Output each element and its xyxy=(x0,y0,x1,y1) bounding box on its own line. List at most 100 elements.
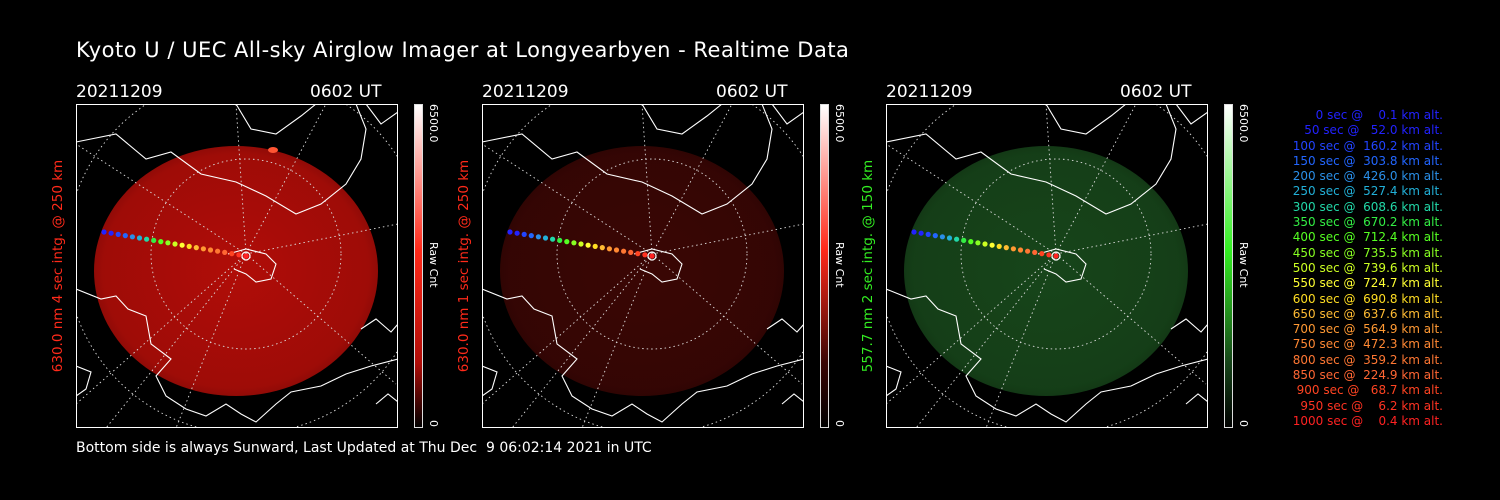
trajectory-point xyxy=(236,252,242,258)
panel-date: 20211209 xyxy=(482,82,569,102)
trajectory-point xyxy=(151,237,157,243)
trajectory-point xyxy=(179,242,185,248)
trajectory-point xyxy=(1046,252,1052,258)
trajectory-point xyxy=(925,231,931,237)
trajectory-point xyxy=(129,234,135,240)
legend-entry: 350 sec @ 670.2 km alt. xyxy=(1288,215,1443,230)
panel-time: 0602 UT xyxy=(1120,82,1192,102)
legend-entry: 950 sec @ 6.2 km alt. xyxy=(1296,398,1443,413)
legend-entry: 150 sec @ 303.8 km alt. xyxy=(1288,153,1443,168)
trajectory-point xyxy=(1032,249,1038,255)
panel-date: 20211209 xyxy=(76,82,163,102)
legend-entry: 250 sec @ 527.4 km alt. xyxy=(1288,184,1443,199)
legend-entry: 400 sec @ 712.4 km alt. xyxy=(1288,230,1443,245)
panel-wavelength-label: 630.0 nm 4 sec intg. @ 250 km xyxy=(50,159,66,373)
trajectory-track xyxy=(911,229,1059,259)
colorbar xyxy=(820,104,829,428)
trajectory-point xyxy=(193,245,199,251)
trajectory-point xyxy=(115,231,121,237)
coastlines xyxy=(482,104,804,423)
trajectory-point xyxy=(996,243,1002,249)
trajectory-legend: 0 sec @ 0.1 km alt. 50 sec @ 52.0 km alt… xyxy=(1262,108,1443,429)
trajectory-point xyxy=(592,243,598,249)
colorbar-min-label: 0 xyxy=(427,420,440,427)
trajectory-point xyxy=(528,233,534,239)
trajectory-point xyxy=(606,246,612,252)
legend-entry: 450 sec @ 735.5 km alt. xyxy=(1288,245,1443,260)
latlon-grid xyxy=(482,104,804,428)
trajectory-point xyxy=(229,251,235,257)
trajectory-point xyxy=(243,253,249,259)
legend-entry: 900 sec @ 68.7 km alt. xyxy=(1292,383,1443,398)
trajectory-point xyxy=(564,239,570,245)
airglow-image xyxy=(904,146,1188,396)
trajectory-point xyxy=(954,236,960,242)
legend-entry: 100 sec @ 160.2 km alt. xyxy=(1288,138,1443,153)
trajectory-point xyxy=(961,237,967,243)
legend-entry: 550 sec @ 724.7 km alt. xyxy=(1288,276,1443,291)
station-marker xyxy=(241,251,251,261)
trajectory-point xyxy=(642,252,648,258)
trajectory-point xyxy=(535,234,541,240)
legend-entry: 700 sec @ 564.9 km alt. xyxy=(1288,322,1443,337)
trajectory-point xyxy=(172,241,178,247)
trajectory-point xyxy=(507,229,513,235)
station-marker xyxy=(1051,251,1061,261)
trajectory-point xyxy=(635,251,641,257)
trajectory-point xyxy=(215,248,221,254)
allsky-map xyxy=(76,104,398,428)
colorbar-min-label: 0 xyxy=(1237,420,1250,427)
trajectory-point xyxy=(578,241,584,247)
allsky-map xyxy=(886,104,1208,428)
legend-entry: 0 sec @ 0.1 km alt. xyxy=(1304,108,1443,122)
trajectory-point xyxy=(1017,247,1024,253)
trajectory-point xyxy=(989,242,995,248)
trajectory-point xyxy=(158,239,164,245)
trajectory-point xyxy=(975,240,981,246)
trajectory-point xyxy=(136,235,143,241)
colorbar xyxy=(1224,104,1233,428)
panel-wavelength-label: 630.0 nm 1 sec intg. @ 250 km xyxy=(456,159,472,373)
trajectory-point xyxy=(207,247,214,253)
station-marker xyxy=(647,251,657,261)
legend-entry: 600 sec @ 690.8 km alt. xyxy=(1288,291,1443,306)
trajectory-point xyxy=(144,236,150,242)
colorbar-unit-label: Raw Cnt xyxy=(427,242,440,288)
trajectory-point xyxy=(542,235,549,241)
trajectory-point xyxy=(585,242,591,248)
trajectory-point xyxy=(946,235,953,241)
trajectory-point xyxy=(613,247,620,253)
trajectory-point xyxy=(599,245,605,251)
trajectory-track xyxy=(507,229,655,259)
colorbar xyxy=(414,104,423,428)
trajectory-point xyxy=(918,230,924,236)
trajectory-point xyxy=(514,230,520,236)
panel-time: 0602 UT xyxy=(310,82,382,102)
trajectory-point xyxy=(628,249,634,255)
trajectory-point xyxy=(571,240,577,246)
colorbar-unit-label: Raw Cnt xyxy=(833,242,846,288)
footer-note: Bottom side is always Sunward, Last Upda… xyxy=(76,440,652,456)
trajectory-point xyxy=(108,230,114,236)
trajectory-point xyxy=(939,234,945,240)
trajectory-point xyxy=(200,246,206,252)
legend-entry: 650 sec @ 637.6 km alt. xyxy=(1288,306,1443,321)
trajectory-point xyxy=(1039,251,1045,257)
legend-entry: 800 sec @ 359.2 km alt. xyxy=(1288,352,1443,367)
airglow-image xyxy=(94,146,378,396)
legend-entry: 750 sec @ 472.3 km alt. xyxy=(1288,337,1443,352)
trajectory-point xyxy=(122,233,128,239)
legend-entry: 50 sec @ 52.0 km alt. xyxy=(1296,123,1443,138)
colorbar-min-label: 0 xyxy=(833,420,846,427)
trajectory-point xyxy=(1010,246,1016,252)
colorbar-max-label: 6500.0 xyxy=(833,104,846,143)
coastlines xyxy=(76,104,398,423)
colorbar-max-label: 6500.0 xyxy=(427,104,440,143)
trajectory-point xyxy=(186,243,192,249)
trajectory-point xyxy=(1025,248,1031,254)
trajectory-point xyxy=(101,229,107,235)
trajectory-point xyxy=(1003,245,1009,251)
trajectory-point xyxy=(982,241,988,247)
latlon-grid xyxy=(76,104,398,428)
legend-entry: 500 sec @ 739.6 km alt. xyxy=(1288,260,1443,275)
